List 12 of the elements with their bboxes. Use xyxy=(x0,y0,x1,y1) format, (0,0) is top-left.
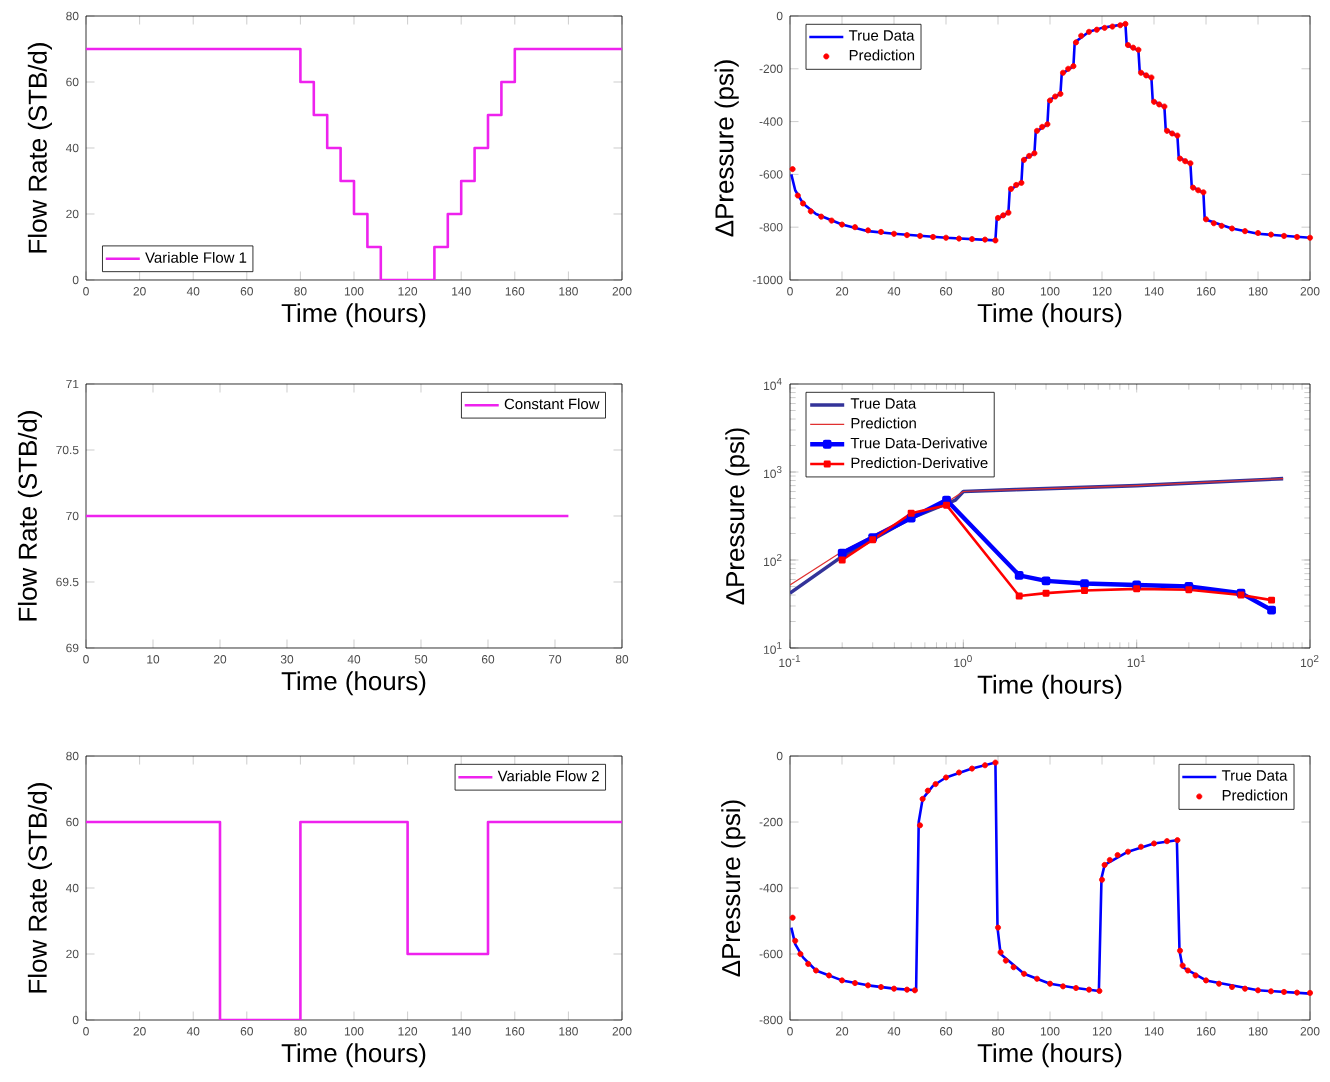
y-axis-title: Flow Rate (STB/d) xyxy=(27,43,52,253)
x-axis-title: Time (hours) xyxy=(977,303,1122,328)
y-axis-title: ΔPressure (psi) xyxy=(721,800,746,977)
x-axis-title: Time (hours) xyxy=(977,674,1122,699)
x-axis-title: Time (hours) xyxy=(281,671,426,696)
x-axis-title: Time (hours) xyxy=(281,1043,426,1068)
y-axis-title: ΔPressure (psi) xyxy=(714,60,739,237)
y-axis-title: ΔPressure (psi) xyxy=(725,428,750,605)
y-axis-title: Flow Rate (STB/d) xyxy=(17,411,43,621)
y-axis-title: Flow Rate (STB/d) xyxy=(27,783,52,993)
x-axis-title: Time (hours) xyxy=(281,303,426,328)
x-axis-title: Time (hours) xyxy=(977,1043,1122,1068)
